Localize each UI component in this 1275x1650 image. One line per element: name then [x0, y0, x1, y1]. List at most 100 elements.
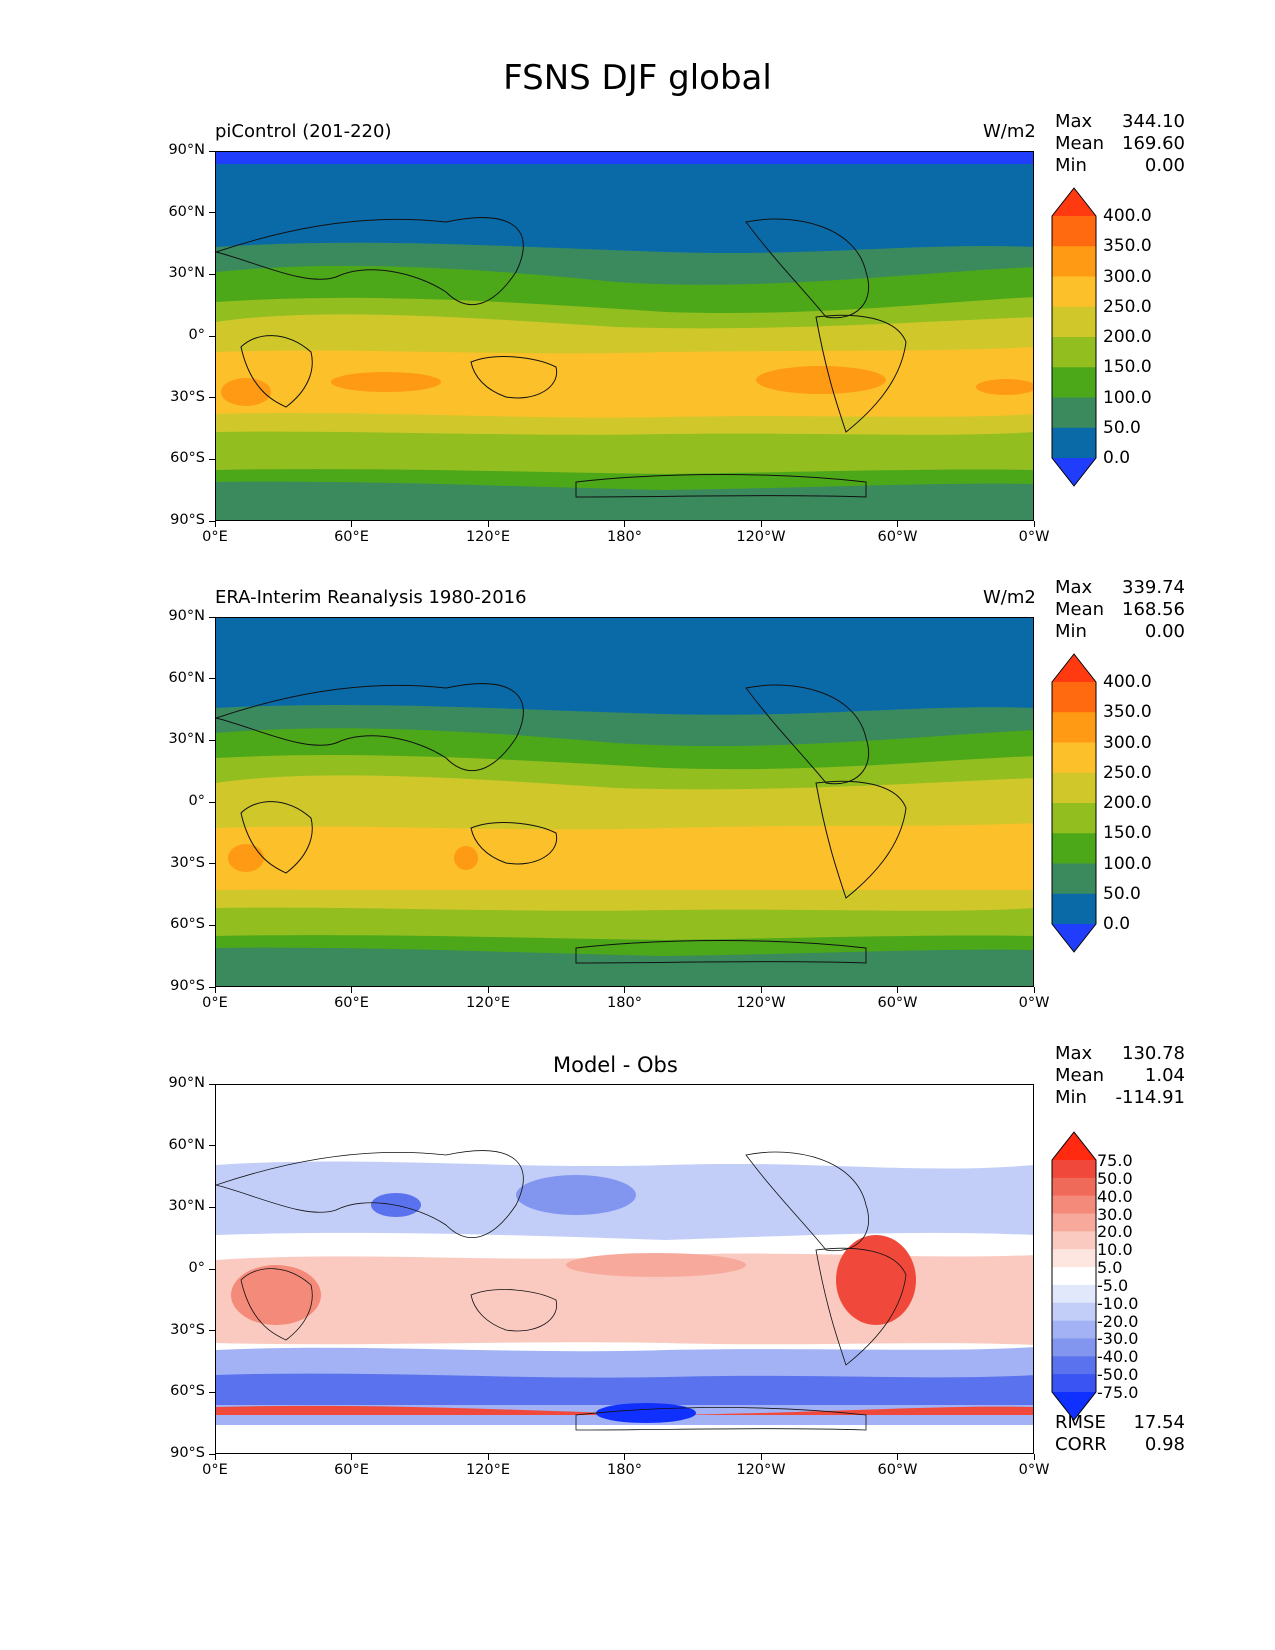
y-tick-mark [209, 801, 215, 803]
y-tick-mark [209, 616, 215, 618]
mean-label: Mean [1055, 133, 1105, 154]
colorbar-tick-label: 400.0 [1103, 672, 1152, 692]
mean-label: Mean [1055, 599, 1105, 620]
colorbar-tick-label: -40.0 [1097, 1347, 1139, 1367]
y-tick-mark [209, 1391, 215, 1393]
colorbar [1050, 1131, 1098, 1421]
x-tick-mark [624, 521, 625, 527]
y-tick-mark [209, 863, 215, 865]
x-tick-mark [487, 1454, 489, 1460]
y-tick-label: 30°S [170, 854, 205, 871]
map-model-minus-obs [215, 1084, 1034, 1454]
x-tick-label: 120°E [465, 1462, 511, 1478]
x-tick-label: 0°W [1018, 995, 1050, 1011]
colorbar-band [1052, 1213, 1096, 1232]
x-tick-mark [624, 987, 625, 993]
y-tick-mark [209, 458, 215, 460]
colorbar-band [1052, 1195, 1096, 1215]
stats-box: Max 344.10 Mean 169.60 Min 0.00 [1055, 111, 1185, 177]
colorbar-lower-extend [1052, 1392, 1096, 1420]
x-tick-mark [1033, 987, 1035, 993]
colorbar-band [1052, 1320, 1096, 1339]
y-tick-mark [209, 986, 215, 988]
y-tick-label: 0° [188, 1260, 205, 1276]
x-tick-mark [760, 521, 762, 527]
y-tick-label: 30°N [168, 265, 205, 282]
x-tick-mark [487, 521, 489, 527]
colorbar-band [1052, 276, 1096, 308]
y-tick-mark [209, 273, 215, 275]
x-tick-label: 120°W [736, 529, 786, 545]
y-tick-mark [209, 212, 215, 214]
colorbar-lower-extend [1052, 458, 1096, 486]
x-tick-mark [897, 1454, 898, 1460]
x-tick-mark [760, 987, 762, 993]
colorbar-band [1052, 1267, 1096, 1286]
min-label: Min [1055, 1087, 1087, 1108]
max-label: Max [1055, 577, 1093, 598]
colorbar-lower-extend [1052, 924, 1096, 952]
y-tick-mark [209, 1206, 215, 1208]
colorbar-band [1052, 1338, 1096, 1357]
colorbar-tick-label: 50.0 [1103, 417, 1141, 438]
x-tick-label: 60°E [334, 529, 369, 545]
x-tick-label: 0°E [202, 529, 228, 545]
x-tick-label: 60°W [877, 995, 918, 1011]
min-value: -114.91 [1115, 1087, 1185, 1108]
colorbar-tick-label: 250.0 [1103, 762, 1152, 783]
colorbar-upper-extend [1052, 188, 1096, 216]
colorbar-band [1052, 1356, 1096, 1375]
y-tick-mark [209, 1453, 215, 1455]
panel-model-minus-obs: Model - Obs Max 130.78 [0, 1043, 1275, 1483]
colorbar-band [1052, 833, 1096, 864]
panel-picontrol: piControl (201-220) W/m2 [0, 110, 1275, 550]
y-tick-label: 30°S [170, 1321, 205, 1338]
y-tick-label: 30°N [168, 1198, 205, 1215]
colorbar-tick-label: 350.0 [1103, 236, 1152, 257]
colorbar-tick-label: 100.0 [1103, 853, 1152, 874]
colorbar-tick-label: 150.0 [1103, 823, 1152, 844]
y-tick-label: 60°S [170, 450, 205, 467]
colorbar-band [1052, 1177, 1096, 1197]
colorbar-tick-label: 350.0 [1103, 702, 1152, 723]
colorbar-tick-label: 0.0 [1103, 914, 1131, 934]
y-tick-label: 0° [188, 327, 205, 343]
x-tick-label: 120°W [736, 995, 786, 1011]
x-tick-label: 0°E [202, 1462, 228, 1478]
y-tick-mark [209, 1330, 215, 1332]
colorbar-tick-label: 50.0 [1097, 1168, 1133, 1188]
colorbar-band [1052, 1374, 1096, 1393]
colorbar-tick-label: -20.0 [1097, 1311, 1139, 1331]
colorbar-tick-label: 75.0 [1097, 1151, 1133, 1170]
colorbar-upper-extend [1052, 1132, 1096, 1160]
colorbar-tick-label: 10.0 [1097, 1240, 1133, 1260]
colorbar-tick-label: -5.0 [1097, 1275, 1129, 1295]
colorbar-band [1052, 246, 1096, 277]
colorbar-band [1052, 863, 1096, 895]
x-tick-mark [1033, 521, 1035, 527]
y-tick-label: 30°N [168, 731, 205, 748]
y-tick-mark [209, 924, 215, 926]
x-tick-mark [214, 1454, 216, 1460]
metrics-box: RMSE 17.54 CORR 0.98 [1055, 1412, 1185, 1456]
colorbar-band [1052, 1284, 1096, 1304]
x-tick-label: 0°W [1018, 529, 1050, 545]
colorbar-tick-label: -75.0 [1097, 1383, 1139, 1402]
colorbar [1050, 653, 1098, 953]
min-value: 0.00 [1144, 155, 1185, 176]
colorbar-tick-label: 0.0 [1103, 448, 1131, 468]
x-tick-mark [351, 987, 352, 993]
colorbar-band [1052, 682, 1096, 713]
colorbar-band [1052, 427, 1096, 459]
colorbar-tick-label: 30.0 [1097, 1204, 1133, 1224]
colorbar-band [1052, 367, 1096, 398]
y-tick-label: 90°N [168, 608, 205, 624]
colorbar-upper-extend [1052, 654, 1096, 682]
y-tick-label: 0° [188, 793, 205, 809]
panel-title: Model - Obs [553, 1053, 678, 1077]
map-era-interim [215, 617, 1034, 987]
colorbar-tick-label: 200.0 [1103, 327, 1152, 347]
y-tick-mark [209, 739, 215, 741]
colorbar-tick-label: 5.0 [1097, 1258, 1123, 1278]
y-tick-label: 90°S [170, 978, 205, 994]
